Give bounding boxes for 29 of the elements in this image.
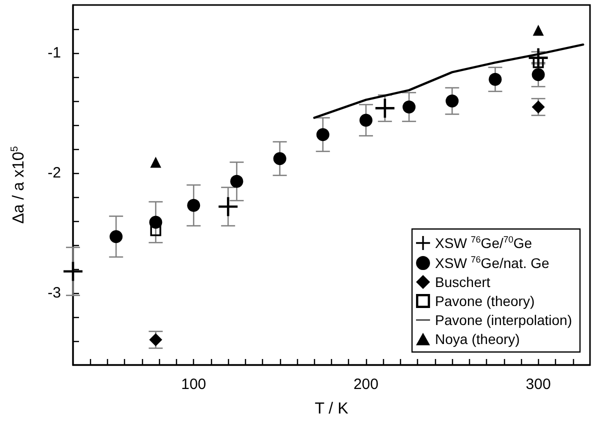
legend-label: Noya (theory) [435,331,520,347]
point [230,174,244,188]
point [402,100,416,114]
point [532,68,545,82]
point [375,98,394,118]
point [316,128,330,142]
point [150,156,162,168]
point [110,230,123,244]
point [64,262,82,281]
legend-label: Pavone (interpolation) [435,312,572,328]
point [532,100,545,114]
legend-label: Buschert [435,274,490,290]
point [359,114,372,127]
point [187,198,200,212]
y-tick-label: -1 [48,44,61,62]
x-tick-label: 300 [526,376,551,393]
point [532,24,544,36]
legend-label: Pavone (theory) [435,293,535,309]
point [446,94,459,108]
line-series [313,44,584,119]
y-axis-title: Δa / a x105 [10,146,28,224]
y-tick-label: -3 [48,284,61,302]
point [488,72,502,86]
x-tick-label: 100 [181,376,206,393]
y-tick-label: -2 [48,164,61,182]
point [150,225,162,236]
x-tick-label: 200 [353,376,378,393]
point [273,152,286,166]
x-axis-title: T / K [314,400,349,418]
